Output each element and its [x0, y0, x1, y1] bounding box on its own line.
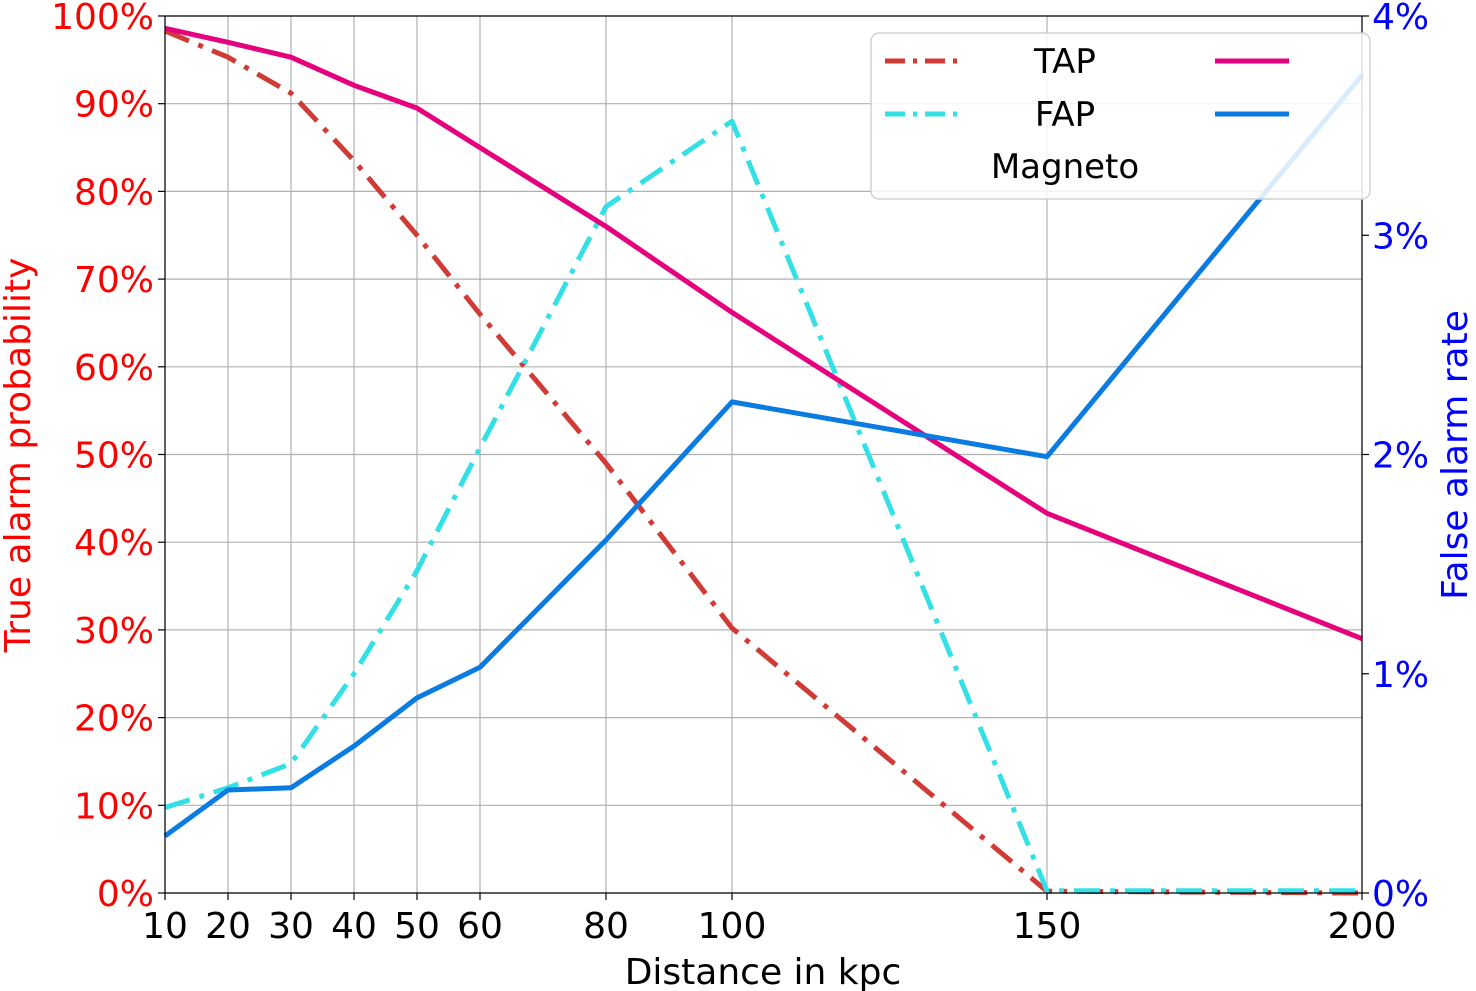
x-tick-label: 80: [583, 906, 629, 947]
y-left-tick-label: 40%: [74, 523, 154, 564]
y-left-tick-label: 20%: [74, 699, 154, 740]
series-line-tap: [164, 28, 1363, 896]
y-left-tick-label: 100%: [51, 0, 154, 38]
legend-label-fap: FAP: [1035, 95, 1095, 135]
x-tick-label: 40: [331, 906, 377, 947]
legend: TAP FAP Magneto: [870, 32, 1371, 200]
y-right-tick-label: 0%: [1372, 874, 1429, 915]
x-tick-label: 150: [1013, 906, 1082, 947]
series-line-magneto-tap: [164, 25, 1363, 642]
y-right-tick-label: 3%: [1372, 216, 1429, 257]
y-left-tick-label: 80%: [74, 172, 154, 213]
legend-box: [870, 32, 1371, 200]
x-tick-label: 10: [142, 906, 188, 947]
x-tick-label: 100: [698, 906, 767, 947]
y-left-tick-label: 50%: [74, 436, 154, 477]
y-left-tick-label: 10%: [74, 786, 154, 827]
y-right-tick-label: 2%: [1372, 436, 1429, 477]
y-left-tick-label: 60%: [74, 348, 154, 389]
y-left-tick-label: 90%: [74, 85, 154, 126]
y-left-tick-label: 0%: [97, 874, 154, 915]
y-left-tick-label: 70%: [74, 260, 154, 301]
x-tick-label: 60: [457, 906, 503, 947]
series-line-fap: [164, 118, 1362, 894]
y-axis-label-right: False alarm rate: [1435, 310, 1476, 600]
y-left-tick-label: 30%: [74, 611, 154, 652]
y-right-tick-label: 4%: [1372, 0, 1429, 38]
legend-label-magneto: Magneto: [991, 147, 1139, 187]
y-axis-label-left: True alarm probability: [0, 258, 39, 654]
legend-label-tap: TAP: [1033, 42, 1096, 82]
x-tick-label: 20: [205, 906, 251, 947]
x-tick-label: 200: [1328, 906, 1397, 947]
x-tick-label: 50: [394, 906, 440, 947]
y-right-tick-label: 1%: [1372, 655, 1429, 696]
ticks: 10 20 30 40 50 60 80 100 150 2000%10%20%30%40%50%…: [51, 0, 1429, 947]
series-layer: [163, 25, 1364, 896]
series-line-magneto-fap: [163, 73, 1364, 839]
x-axis-label: Distance in kpc: [625, 952, 902, 991]
x-tick-label: 30: [268, 906, 314, 947]
